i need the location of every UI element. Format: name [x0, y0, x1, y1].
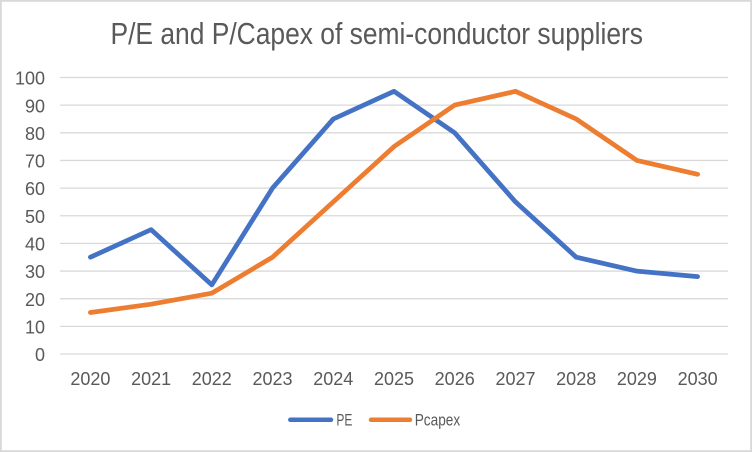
svg-text:2027: 2027 — [495, 369, 535, 389]
svg-text:2024: 2024 — [313, 369, 353, 389]
svg-text:2029: 2029 — [617, 369, 657, 389]
svg-text:60: 60 — [25, 179, 45, 199]
svg-text:50: 50 — [25, 207, 45, 227]
svg-text:20: 20 — [25, 290, 45, 310]
svg-text:2023: 2023 — [252, 369, 292, 389]
svg-text:2021: 2021 — [131, 369, 171, 389]
svg-text:80: 80 — [25, 124, 45, 144]
svg-text:2020: 2020 — [70, 369, 110, 389]
svg-text:PE: PE — [336, 410, 352, 429]
svg-text:2022: 2022 — [192, 369, 232, 389]
svg-text:10: 10 — [25, 318, 45, 338]
svg-text:90: 90 — [25, 96, 45, 116]
svg-text:Pcapex: Pcapex — [415, 410, 461, 429]
svg-text:70: 70 — [25, 152, 45, 172]
svg-text:2026: 2026 — [435, 369, 475, 389]
svg-text:2025: 2025 — [374, 369, 414, 389]
svg-text:30: 30 — [25, 262, 45, 282]
svg-text:100: 100 — [15, 69, 45, 89]
svg-text:40: 40 — [25, 235, 45, 255]
svg-text:2028: 2028 — [556, 369, 596, 389]
svg-text:0: 0 — [35, 345, 45, 365]
svg-text:P/E and P/Capex of semi-conduc: P/E and P/Capex of semi-conductor suppli… — [111, 16, 644, 51]
svg-text:2030: 2030 — [678, 369, 718, 389]
